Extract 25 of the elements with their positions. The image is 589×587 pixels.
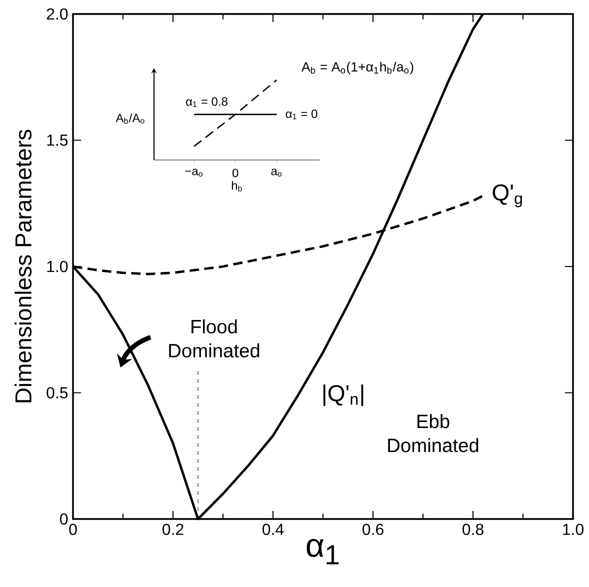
x-tick-label: 0.6 (362, 524, 384, 536)
y-axis-title: A$_{b}$/A$_{o}$ (116, 113, 144, 124)
y-tick-label: 0 (60, 513, 68, 525)
y-axis-title: Dimensionless Parameters (14, 130, 32, 402)
x-tick-label: 0.8 (462, 524, 484, 536)
y-tick-label: 1.0 (47, 260, 68, 272)
x-axis-title: h$_{b}$ (232, 181, 242, 192)
series-label: |Q'$_{n}$| (323, 384, 364, 406)
y-tick-label: 2.0 (46, 8, 68, 20)
x-tick-label: 0.4 (262, 524, 284, 536)
annotation: Ebb Dominated (388, 414, 478, 452)
x-tick-label: −a$_{o}$ (185, 168, 202, 177)
x-tick-label: 0 (69, 524, 77, 536)
x-axis-title: α$_{1}$ (306, 538, 339, 564)
series-label: Q'$_{g}$ (492, 184, 522, 208)
x-tick-label: 1.0 (563, 524, 584, 536)
series-label: α$_{1}$ = 0.8 (186, 97, 228, 108)
y-tick-label: 0.5 (46, 387, 68, 398)
ref-line-label: Flood Dominated (169, 319, 260, 358)
series-label: α$_{1}$ = 0 (286, 110, 318, 120)
x-tick-label: a$_{o}$ (271, 168, 282, 177)
x-tick-label: 0 (232, 168, 238, 178)
x-tick-label: 0.2 (162, 524, 184, 536)
text: A$_{b}$ = A$_{o}$(1+α$_{1}$h$_{b}$/a$_{o}$) (301, 62, 414, 74)
y-tick-label: 1.5 (47, 134, 68, 146)
